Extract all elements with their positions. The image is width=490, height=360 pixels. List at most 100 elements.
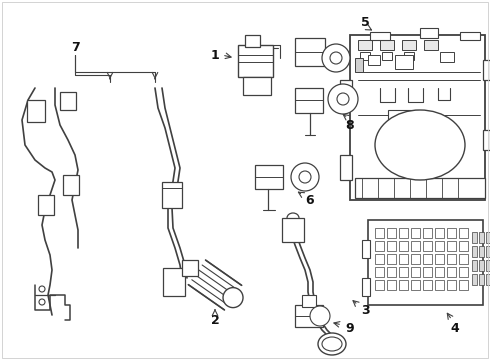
Bar — [360, 52, 370, 60]
Bar — [459, 228, 468, 238]
Bar — [399, 254, 408, 264]
Bar — [423, 267, 432, 277]
Bar — [447, 241, 456, 251]
Bar — [404, 52, 414, 60]
Text: 8: 8 — [345, 118, 354, 131]
Bar — [388, 110, 418, 132]
Bar — [486, 260, 490, 271]
Bar — [411, 254, 420, 264]
Text: 3: 3 — [361, 303, 369, 316]
Bar — [243, 77, 271, 95]
Bar — [163, 268, 185, 296]
Bar — [399, 267, 408, 277]
Bar — [472, 274, 477, 285]
Bar — [387, 267, 396, 277]
Bar — [435, 280, 444, 290]
Circle shape — [291, 163, 319, 191]
Bar — [162, 182, 182, 208]
Bar — [340, 155, 352, 180]
Bar — [483, 60, 490, 80]
Bar — [375, 280, 384, 290]
Text: 6: 6 — [306, 194, 314, 207]
Bar — [423, 280, 432, 290]
Bar — [420, 28, 438, 38]
Bar — [411, 241, 420, 251]
Bar — [375, 241, 384, 251]
Circle shape — [310, 306, 330, 326]
Bar — [435, 267, 444, 277]
Bar — [355, 178, 485, 198]
Bar — [411, 228, 420, 238]
Bar — [63, 175, 79, 195]
Bar — [295, 88, 323, 113]
Bar — [27, 100, 45, 122]
Bar — [358, 40, 372, 50]
Bar — [483, 130, 490, 150]
Circle shape — [330, 52, 342, 64]
Text: 5: 5 — [361, 15, 369, 28]
Bar — [302, 295, 316, 307]
Bar — [399, 241, 408, 251]
Bar — [295, 38, 325, 66]
Circle shape — [39, 286, 45, 292]
Bar — [435, 254, 444, 264]
Text: 9: 9 — [345, 321, 354, 334]
Bar — [435, 228, 444, 238]
Text: 1: 1 — [211, 49, 220, 62]
Bar — [402, 40, 416, 50]
Bar — [38, 195, 54, 215]
Bar — [399, 280, 408, 290]
Circle shape — [223, 288, 243, 307]
Bar — [447, 228, 456, 238]
Bar — [395, 55, 413, 69]
Bar — [472, 232, 477, 243]
Bar — [472, 260, 477, 271]
Bar — [459, 280, 468, 290]
Bar — [423, 228, 432, 238]
Text: 2: 2 — [211, 314, 220, 327]
Bar — [387, 254, 396, 264]
Bar — [411, 267, 420, 277]
Bar — [355, 58, 363, 72]
Bar — [459, 254, 468, 264]
Bar — [423, 254, 432, 264]
Bar — [459, 241, 468, 251]
Bar — [387, 280, 396, 290]
Circle shape — [299, 171, 311, 183]
Bar — [447, 254, 456, 264]
Bar — [486, 274, 490, 285]
Bar — [387, 228, 396, 238]
Bar — [350, 35, 485, 200]
Bar — [255, 165, 283, 189]
Bar — [447, 280, 456, 290]
Bar — [399, 228, 408, 238]
Bar — [387, 241, 396, 251]
Bar — [368, 220, 483, 305]
Bar — [460, 32, 480, 40]
Bar — [382, 52, 392, 60]
Bar — [362, 240, 370, 258]
Bar — [362, 278, 370, 296]
Bar — [472, 246, 477, 257]
Bar — [486, 246, 490, 257]
Bar — [479, 246, 484, 257]
Bar — [435, 241, 444, 251]
Circle shape — [39, 299, 45, 305]
Bar — [282, 218, 304, 242]
Bar — [423, 241, 432, 251]
Bar — [479, 274, 484, 285]
Bar — [295, 305, 323, 327]
Bar — [375, 254, 384, 264]
Ellipse shape — [318, 333, 346, 355]
Bar — [411, 280, 420, 290]
Bar — [368, 55, 380, 65]
Bar — [486, 232, 490, 243]
Bar — [424, 40, 438, 50]
Bar — [375, 228, 384, 238]
Bar — [479, 260, 484, 271]
Text: 4: 4 — [451, 321, 460, 334]
Circle shape — [328, 84, 358, 114]
Bar — [440, 52, 454, 62]
Bar — [375, 267, 384, 277]
Text: 7: 7 — [71, 41, 79, 54]
